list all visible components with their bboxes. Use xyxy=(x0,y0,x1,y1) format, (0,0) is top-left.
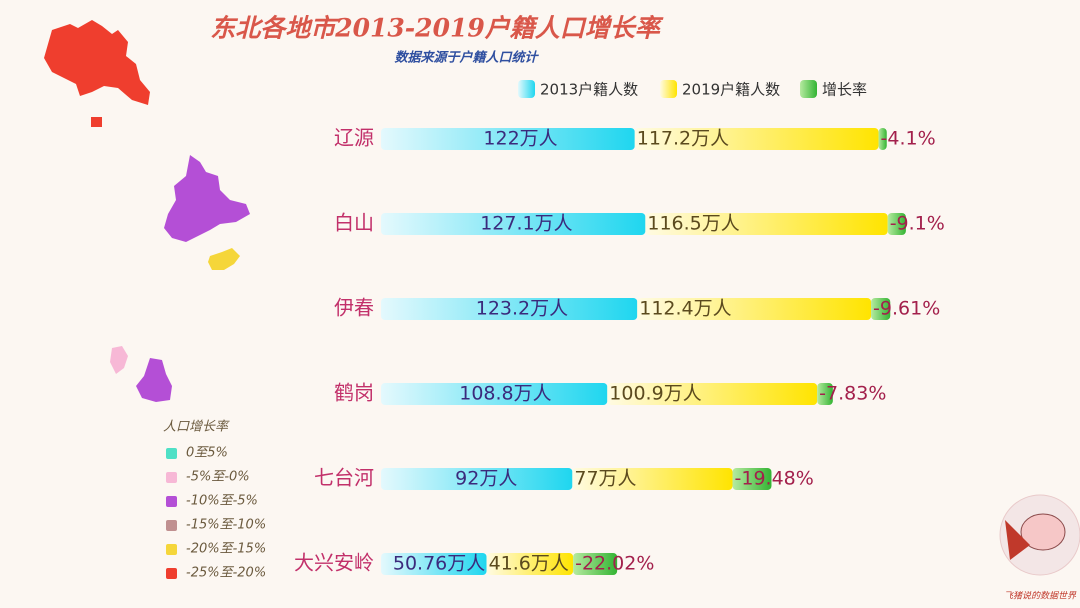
chart-subtitle: 数据来源于户籍人口统计 xyxy=(394,50,539,66)
legend-swatch xyxy=(660,80,677,98)
value-label: 92万人 xyxy=(455,468,517,490)
value-label: -22.02% xyxy=(575,553,654,575)
map-legend-label: -20%至-15% xyxy=(186,542,266,557)
watermark-logo xyxy=(999,494,1080,576)
value-label: 122万人 xyxy=(483,128,557,150)
bar xyxy=(573,553,618,575)
bar xyxy=(607,383,818,405)
map-region xyxy=(91,117,102,127)
value-label: -7.83% xyxy=(819,383,886,405)
value-label: 116.5万人 xyxy=(647,213,739,235)
value-label: -9.1% xyxy=(890,213,945,235)
logo-cape xyxy=(1005,520,1030,560)
bar xyxy=(878,128,887,150)
bar xyxy=(381,468,573,490)
bar xyxy=(572,468,733,490)
watermark: 飞猪说的数据世界 xyxy=(1004,591,1077,602)
value-label: 112.4万人 xyxy=(639,298,731,320)
category-label: 七台河 xyxy=(314,466,374,490)
category-label: 伊春 xyxy=(334,296,374,320)
bar xyxy=(634,128,879,150)
map-region xyxy=(44,20,150,105)
value-label: -19.48% xyxy=(735,468,814,490)
value-label: 77万人 xyxy=(574,468,636,490)
category-label: 大兴安岭 xyxy=(294,551,374,575)
value-label: 117.2万人 xyxy=(637,128,729,150)
map-region xyxy=(136,358,172,402)
bar xyxy=(871,298,891,320)
legend-swatch xyxy=(800,80,817,98)
bar xyxy=(486,553,574,575)
map-legend-label: -15%至-10% xyxy=(186,518,266,533)
value-label: -4.1% xyxy=(881,128,936,150)
bar xyxy=(637,298,872,320)
map-legend-swatch xyxy=(166,496,177,507)
value-label: 127.1万人 xyxy=(480,213,572,235)
value-label: 50.76万人 xyxy=(393,553,485,575)
map-legend-label: -5%至-0% xyxy=(186,470,250,485)
bar xyxy=(645,213,888,235)
legend-label: 2019户籍人数 xyxy=(682,81,780,99)
value-label: 100.9万人 xyxy=(609,383,701,405)
map-legend-title: 人口增长率 xyxy=(163,419,230,435)
value-label: -9.61% xyxy=(873,298,940,320)
logo-pig xyxy=(1020,513,1066,551)
map-legend-label: -25%至-20% xyxy=(186,566,266,581)
chart-title: 东北各地市2013-2019户籍人口增长率 xyxy=(210,14,664,43)
legend-label: 2013户籍人数 xyxy=(540,81,638,99)
map-legend-swatch xyxy=(166,472,177,483)
bar xyxy=(381,298,638,320)
map-legend-swatch xyxy=(166,448,177,459)
bar xyxy=(381,553,487,575)
map-legend-swatch xyxy=(166,568,177,579)
bar xyxy=(381,128,635,150)
map-region xyxy=(164,155,250,242)
bar xyxy=(887,213,906,235)
map-legend-label: 0至5% xyxy=(186,446,228,461)
map-region xyxy=(110,346,128,374)
category-label: 辽源 xyxy=(334,126,374,150)
bar xyxy=(817,383,833,405)
map-legend-label: -10%至-5% xyxy=(186,494,258,509)
map-region xyxy=(208,248,240,270)
map-legend-swatch xyxy=(166,520,177,531)
map-legend-swatch xyxy=(166,544,177,555)
value-label: 41.6万人 xyxy=(489,553,569,575)
category-label: 鹤岗 xyxy=(334,381,374,405)
category-label: 白山 xyxy=(334,211,374,235)
map xyxy=(44,20,250,402)
legend-label: 增长率 xyxy=(822,81,867,99)
legend-swatch xyxy=(518,80,535,98)
value-label: 123.2万人 xyxy=(476,298,568,320)
value-label: 108.8万人 xyxy=(459,383,551,405)
bar xyxy=(732,468,772,490)
bar xyxy=(381,383,608,405)
bar xyxy=(381,213,646,235)
